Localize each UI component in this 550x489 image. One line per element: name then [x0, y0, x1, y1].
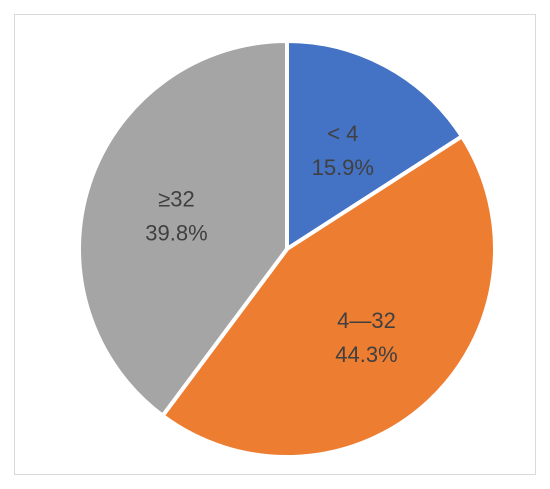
pie-labels: < 4 15.9% 4—32 44.3% ≥32 39.8% — [145, 121, 397, 367]
slice-percent-label: 39.8% — [145, 220, 207, 245]
pie-slice — [159, 133, 497, 459]
pie-slice — [285, 38, 465, 253]
pie-slices — [77, 38, 497, 459]
slice-percent-label: 15.9% — [312, 155, 374, 180]
slice-percent-label: 44.3% — [335, 342, 397, 367]
slice-category-label: 4—32 — [337, 308, 396, 333]
slice-category-label: ≥32 — [158, 186, 195, 211]
pie-slice — [77, 38, 289, 419]
slice-category-label: < 4 — [327, 121, 358, 146]
